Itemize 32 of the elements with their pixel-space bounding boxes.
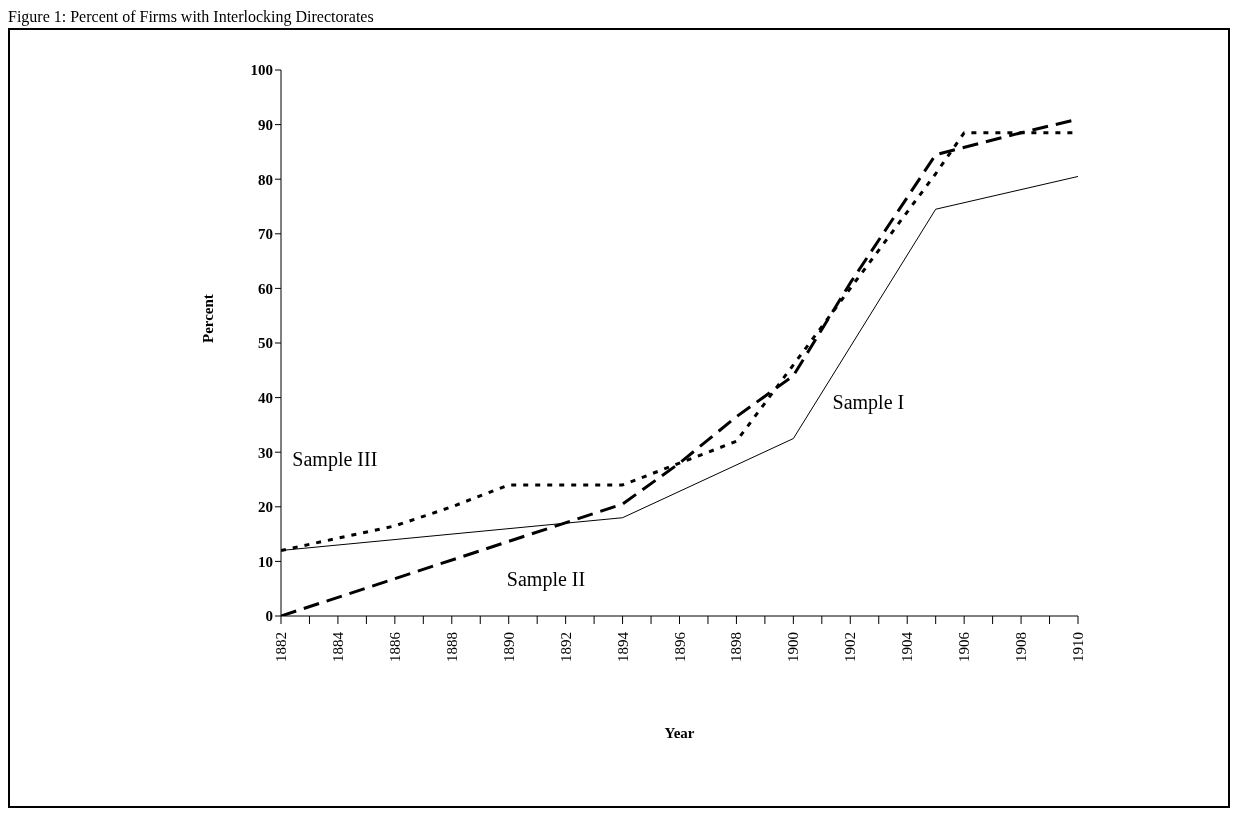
x-tick-label: 1906 [956, 631, 973, 662]
x-tick-label: 1890 [500, 632, 517, 662]
x-axis-title: Year [664, 725, 695, 741]
series-label: Sample II [506, 568, 586, 591]
x-tick-label: 1908 [1013, 632, 1030, 662]
text: Sample III [292, 447, 378, 471]
x-tick-label: 1902 [842, 632, 859, 662]
chart-title: Figure 1: Percent of Firms with Interlocking Directorates [8, 8, 375, 28]
y-tick-label: 30 [258, 444, 273, 461]
y-tick-label: 70 [258, 226, 273, 243]
x-tick-label: 1884 [329, 631, 346, 662]
y-tick-label: 60 [258, 280, 273, 297]
x-tick-label: 1888 [443, 632, 460, 662]
x-tick-label: 1882 [273, 632, 289, 662]
x-tick-label: 1898 [728, 632, 745, 662]
x-tick-label: 1896 [671, 631, 688, 662]
y-tick-label: 90 [258, 116, 273, 133]
y-tick-label: 0 [265, 608, 273, 625]
y-axis-title: Percent [200, 294, 217, 343]
x-tick-label: 1894 [614, 631, 631, 662]
x-tick-label: 1900 [785, 632, 802, 662]
y-tick-label: 50 [258, 335, 273, 352]
y-tick-label: 20 [258, 499, 273, 516]
y-tick-label: 100 [250, 62, 273, 79]
x-tick-label: 1910 [1070, 632, 1086, 662]
x-tick-label: 1886 [386, 631, 403, 662]
y-tick-label: 40 [258, 389, 273, 406]
series-label: Sample I [832, 390, 905, 414]
y-tick-label: 10 [258, 553, 273, 570]
x-tick-label: 1892 [557, 632, 574, 662]
x-tick-label: 1904 [899, 631, 916, 662]
y-tick-label: 80 [258, 171, 273, 188]
